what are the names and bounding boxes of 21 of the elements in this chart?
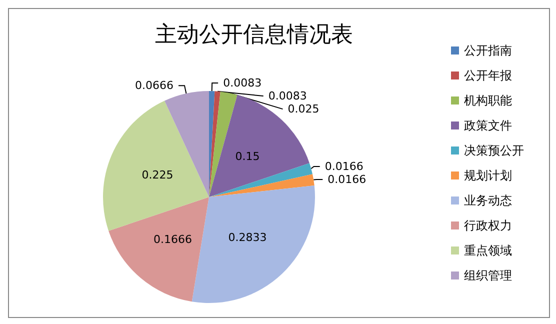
legend-label: 行政权力 [464,218,512,232]
data-label: 0.1666 [154,233,192,246]
data-label: 0.0166 [324,160,364,173]
data-label: 0.0166 [328,172,366,186]
legend-label: 规划计划 [464,168,512,182]
legend-label: 组织管理 [464,268,512,282]
data-label: 0.025 [288,102,320,116]
legend-label: 机构职能 [464,94,512,108]
legend-label: 公开年报 [464,68,512,82]
data-label: 0.0083 [223,76,262,90]
data-label: 0.2833 [228,231,267,244]
legend-label: 业务动态 [464,194,512,208]
legend-label: 公开指南 [464,44,512,58]
data-label: 0.225 [142,168,174,182]
legend-label: 政策文件 [464,118,512,132]
chart-title: 主动公开信息情况表 [155,22,353,48]
legend-label: 重点领域 [464,244,512,258]
data-label: 0.15 [235,150,260,163]
legend-label: 决策预公开 [464,144,524,158]
data-label: 0.0666 [135,79,174,92]
data-label: 0.0083 [268,90,307,103]
